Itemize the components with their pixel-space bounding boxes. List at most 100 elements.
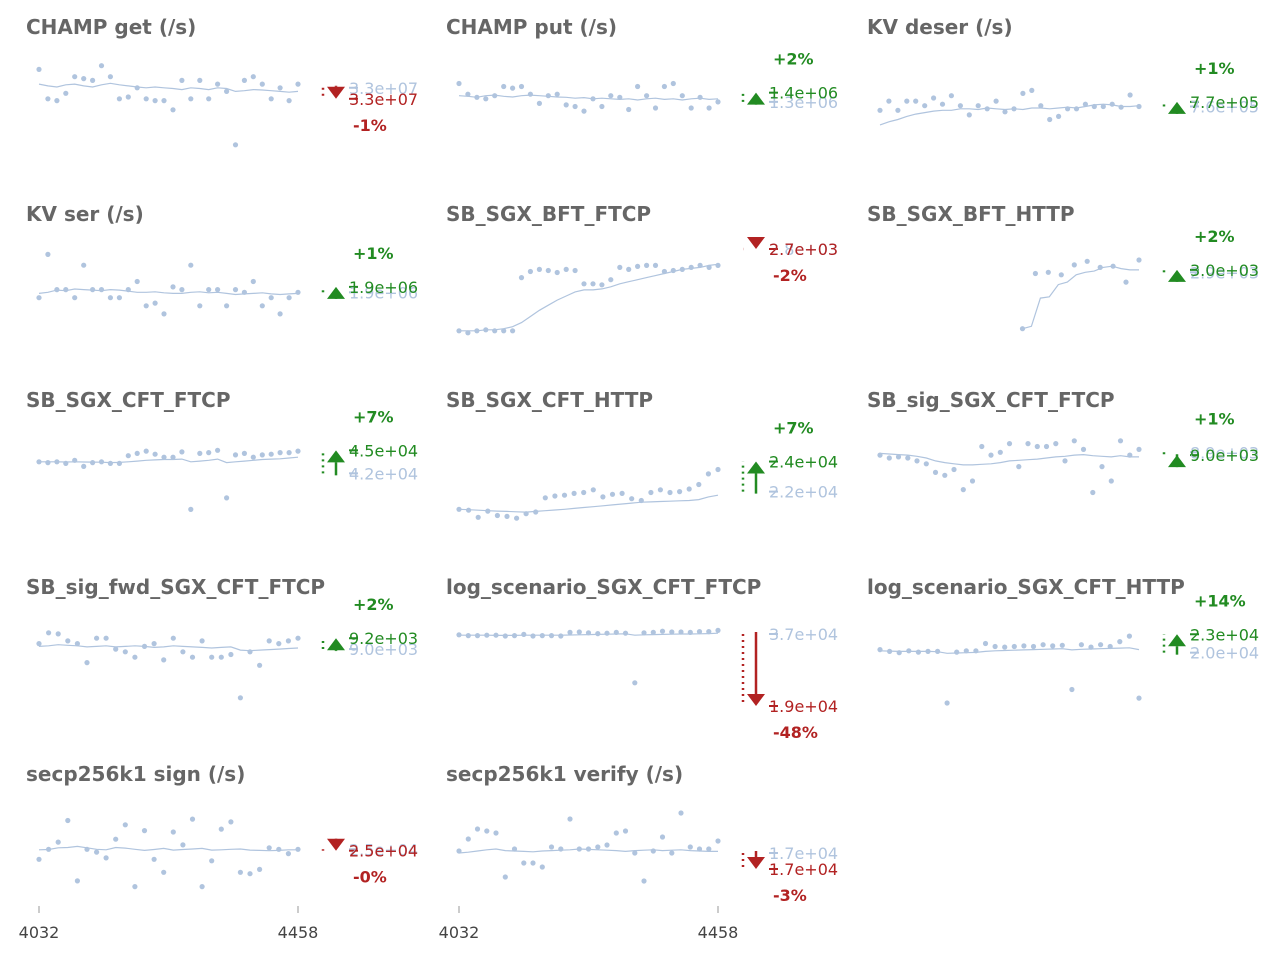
data-point: [188, 262, 194, 268]
baseline-value-label: 3.7e+04: [769, 625, 838, 644]
data-point: [170, 635, 176, 641]
data-point: [622, 630, 629, 636]
trend-line: [879, 647, 1140, 654]
data-point: [295, 81, 301, 87]
data-point: [94, 635, 100, 641]
data-point: [189, 816, 196, 822]
data-point: [969, 478, 976, 484]
data-point: [116, 295, 122, 301]
data-point: [116, 460, 122, 466]
data-point: [590, 281, 596, 287]
data-point: [170, 284, 176, 290]
data-point: [36, 641, 42, 647]
data-point: [539, 633, 545, 639]
data-point: [474, 633, 481, 639]
data-point: [295, 289, 301, 295]
data-point: [232, 142, 239, 148]
data-point: [277, 311, 283, 317]
current-value-label: 1.9e+04: [769, 697, 838, 716]
data-point: [493, 632, 499, 638]
data-point: [113, 646, 119, 652]
data-point: [895, 107, 901, 113]
data-point: [638, 497, 644, 504]
data-point: [563, 102, 569, 108]
trend-line: [458, 94, 719, 101]
percent-change-label: +14%: [1194, 591, 1246, 610]
data-point: [677, 489, 683, 495]
data-point: [46, 630, 52, 636]
data-point: [904, 98, 910, 104]
data-point: [922, 103, 928, 109]
data-point: [502, 874, 508, 880]
data-point: [228, 819, 234, 825]
data-point: [268, 451, 274, 457]
data-point: [143, 448, 149, 454]
data-point: [652, 105, 659, 111]
baseline-value-label: 1.7e+04: [769, 844, 838, 863]
data-point: [530, 860, 536, 866]
data-point: [483, 327, 489, 333]
data-point: [46, 846, 52, 852]
data-point: [600, 494, 606, 500]
data-point: [585, 846, 592, 852]
data-point: [152, 98, 158, 104]
data-point: [1050, 643, 1056, 649]
data-point: [218, 826, 224, 832]
data-point: [161, 869, 167, 875]
data-point: [55, 839, 61, 845]
baseline-value-label: 2.9e+03: [1190, 263, 1259, 282]
data-point: [572, 103, 578, 110]
data-point: [188, 506, 194, 512]
current-value-label: 7.7e+05: [1190, 93, 1259, 112]
increase-arrow-icon: [327, 450, 345, 463]
data-point: [877, 107, 883, 113]
data-point: [36, 856, 42, 862]
data-point: [54, 287, 60, 293]
data-point: [617, 264, 623, 270]
data-point: [915, 649, 922, 655]
data-point: [141, 828, 148, 834]
data-point: [1056, 113, 1062, 119]
data-point: [686, 486, 692, 492]
data-point: [485, 508, 491, 514]
data-point: [241, 77, 247, 83]
data-point: [141, 643, 148, 650]
data-point: [518, 83, 525, 90]
data-point: [474, 94, 480, 100]
current-value-label: 2.7e+03: [769, 240, 838, 259]
percent-change-label: -0%: [353, 868, 387, 887]
data-point: [1100, 103, 1106, 110]
data-point: [973, 648, 979, 654]
data-point: [988, 452, 994, 458]
data-point: [501, 328, 507, 334]
data-point: [276, 641, 282, 647]
current-value-label: 9.2e+03: [349, 629, 418, 648]
data-point: [644, 262, 650, 268]
baseline-value-label: 3.3e+07: [349, 79, 418, 98]
data-point: [90, 460, 96, 466]
data-point: [669, 629, 675, 635]
data-point: [98, 287, 105, 293]
data-point: [696, 481, 702, 488]
decrease-arrow-icon: [747, 694, 765, 706]
data-point: [36, 295, 42, 301]
data-point: [545, 93, 551, 99]
panel-title: SB_sig_SGX_CFT_FTCP: [867, 388, 1115, 412]
data-point: [504, 513, 510, 520]
data-point: [1109, 101, 1115, 107]
decrease-arrow-icon: [327, 86, 345, 99]
data-point: [241, 450, 247, 456]
data-point: [268, 96, 274, 102]
data-point: [224, 303, 230, 309]
data-point: [228, 651, 234, 658]
data-point: [286, 295, 292, 301]
data-point: [72, 457, 78, 463]
data-point: [939, 101, 946, 107]
data-point: [984, 106, 990, 112]
data-point: [1097, 264, 1103, 270]
data-point: [134, 85, 140, 91]
data-point: [151, 856, 157, 862]
data-point: [107, 74, 113, 80]
data-point: [635, 83, 641, 90]
data-point: [74, 878, 80, 884]
